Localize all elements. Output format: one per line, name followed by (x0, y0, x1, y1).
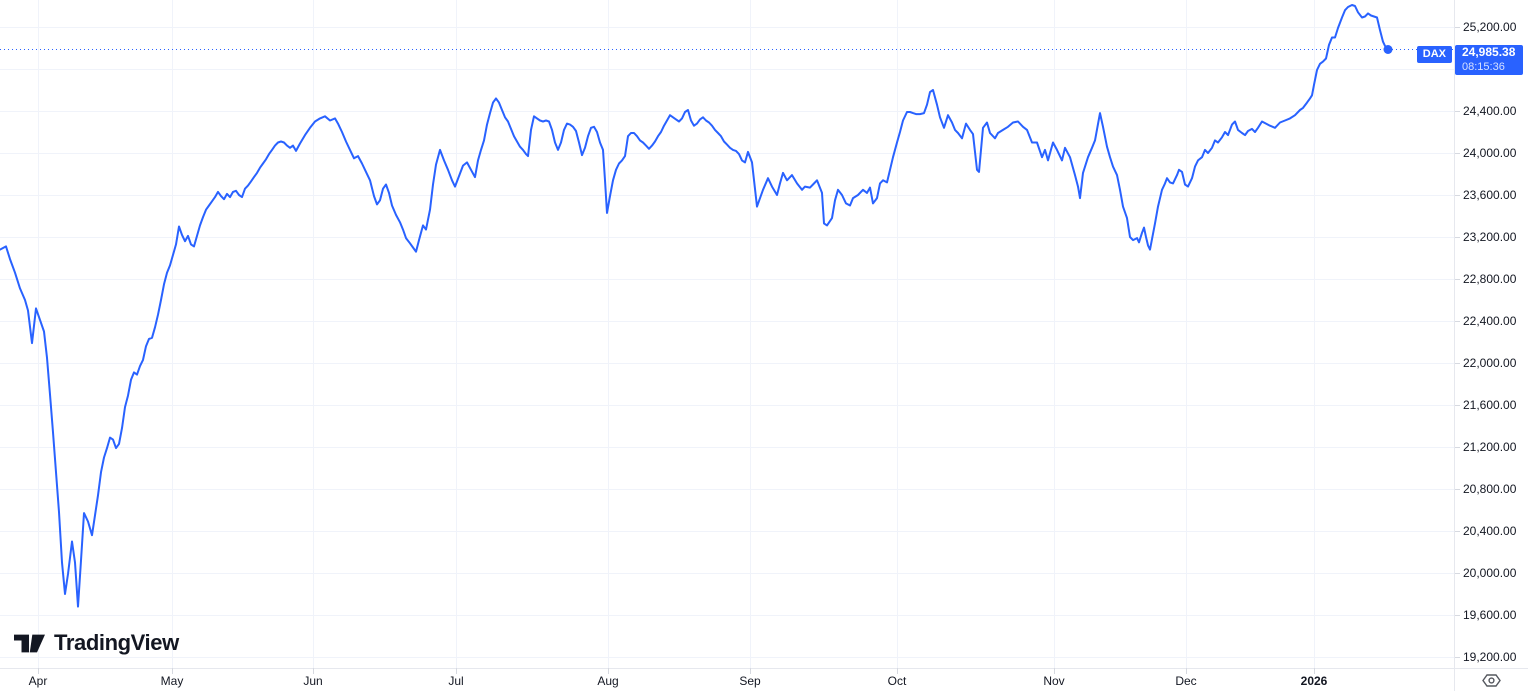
price-tick-label: 22,000.00 (1463, 356, 1517, 370)
price-scale-tick (1455, 447, 1460, 448)
month-tick-label: Nov (1043, 674, 1065, 688)
price-scale-tick (1455, 405, 1460, 406)
price-scale-tick (1455, 237, 1460, 238)
price-scale-settings-button[interactable] (1478, 670, 1506, 690)
tradingview-logo[interactable]: TradingView (14, 630, 179, 656)
price-tick-label: 24,000.00 (1463, 146, 1517, 160)
time-axis-tick (750, 668, 751, 674)
time-axis-tick (608, 668, 609, 674)
price-tick-label: 25,200.00 (1463, 20, 1517, 34)
price-scale-tick (1455, 531, 1460, 532)
price-tick-label: 20,800.00 (1463, 482, 1517, 496)
last-price-badge: DAX 24,985.38 08:15:36 (1416, 44, 1523, 75)
time-axis-tick (38, 668, 39, 674)
month-tick-label: Apr (28, 674, 48, 688)
month-tick-label: Aug (597, 674, 619, 688)
price-tick-label: 24,400.00 (1463, 104, 1517, 118)
price-scale-tick (1455, 111, 1460, 112)
price-scale-tick (1455, 153, 1460, 154)
price-tick-label: 23,600.00 (1463, 188, 1517, 202)
last-price-dot (1383, 45, 1393, 54)
month-tick-label: Dec (1175, 674, 1197, 688)
price-tick-label: 21,200.00 (1463, 440, 1517, 454)
month-tick-label: May (160, 674, 184, 688)
price-scale-tick (1455, 615, 1460, 616)
last-price-time: 08:15:36 (1462, 60, 1505, 73)
month-tick-label: Oct (887, 674, 907, 688)
price-scale-tick (1455, 657, 1460, 658)
price-tick-label: 20,000.00 (1463, 566, 1517, 580)
price-tick-label: 22,400.00 (1463, 314, 1517, 328)
price-scale[interactable]: 25,200.0024,800.0024,400.0024,000.0023,6… (1454, 0, 1528, 668)
eye-icon (1482, 673, 1501, 687)
grid-horizontal-lines (0, 27, 1455, 658)
price-scale-tick (1455, 363, 1460, 364)
month-tick-label: 2026 (1300, 674, 1328, 688)
month-tick-label: Jun (303, 674, 323, 688)
time-axis-tick (1054, 668, 1055, 674)
price-chart-canvas[interactable] (0, 0, 1455, 668)
last-price-value: 24,985.38 (1462, 44, 1516, 59)
price-scale-tick (1455, 27, 1460, 28)
time-axis-tick (456, 668, 457, 674)
price-tick-label: 19,200.00 (1463, 650, 1517, 664)
price-scale-tick (1455, 489, 1460, 490)
price-scale-tick (1455, 195, 1460, 196)
price-tick-label: 23,200.00 (1463, 230, 1517, 244)
month-tick-label: Sep (739, 674, 761, 688)
dax-line-series (0, 4, 1389, 608)
time-axis-tick (1314, 668, 1315, 674)
time-axis-tick (172, 668, 173, 674)
price-tick-label: 19,600.00 (1463, 608, 1517, 622)
time-axis-tick (1186, 668, 1187, 674)
month-tick-label: Jul (448, 674, 464, 688)
last-price-box: 24,985.38 08:15:36 (1455, 44, 1523, 75)
price-scale-tick (1455, 279, 1460, 280)
price-tick-label: 22,800.00 (1463, 272, 1517, 286)
axis-corner (1454, 668, 1528, 691)
price-scale-tick (1455, 573, 1460, 574)
time-axis-tick (897, 668, 898, 674)
tradingview-logo-text: TradingView (54, 630, 179, 655)
time-axis[interactable]: Apr May Jun Jul Aug Sep Oct Nov Dec 2026 (0, 668, 1455, 691)
time-axis-tick (313, 668, 314, 674)
price-tick-label: 20,400.00 (1463, 524, 1517, 538)
price-scale-tick (1455, 321, 1460, 322)
price-tick-label: 21,600.00 (1463, 398, 1517, 412)
tradingview-logomark-icon (14, 634, 45, 652)
symbol-chip: DAX (1416, 45, 1452, 63)
grid-vertical-lines (38, 0, 1315, 668)
